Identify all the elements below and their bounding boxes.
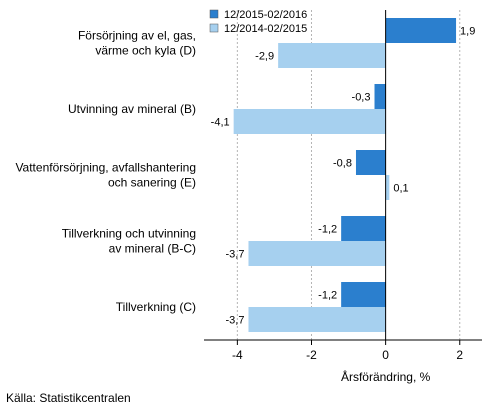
legend-label: 12/2015-02/2016 bbox=[224, 9, 307, 21]
x-tick-label: 0 bbox=[382, 348, 389, 362]
bar-series-2 bbox=[385, 175, 390, 200]
bar-series-1 bbox=[341, 216, 386, 241]
bar-series-1 bbox=[385, 18, 457, 43]
category-label: Tillverkning och utvinning bbox=[62, 227, 196, 241]
bar-series-1 bbox=[374, 84, 386, 109]
bar-series-1 bbox=[355, 150, 386, 175]
data-label: -0,8 bbox=[333, 158, 352, 170]
legend-swatch bbox=[209, 23, 219, 33]
category-labels: Försörjning av el, gas,värme och kyla (D… bbox=[15, 29, 196, 315]
bar-series-2 bbox=[248, 241, 386, 266]
bars: 1,9 -2,9 -0,3 -4,1 -0,8 0,1 -1,2 -3,7 -1,2 -3,7 bbox=[211, 18, 475, 332]
data-label: -1,2 bbox=[318, 224, 337, 236]
category-label: av mineral (B-C) bbox=[109, 242, 196, 256]
bar-series-1 bbox=[341, 282, 386, 307]
data-label: -3,7 bbox=[226, 249, 245, 261]
category-label: Försörjning av el, gas, bbox=[78, 29, 196, 43]
gridlines bbox=[236, 10, 461, 340]
x-tick-label: -4 bbox=[232, 348, 243, 362]
data-label: 0,1 bbox=[393, 183, 408, 195]
category-label: Utvinning av mineral (B) bbox=[68, 102, 196, 116]
data-label: -0,3 bbox=[352, 92, 371, 104]
bar-series-2 bbox=[233, 109, 386, 134]
category-label: och sanering (E) bbox=[108, 176, 196, 190]
data-label: -1,2 bbox=[318, 290, 337, 302]
x-tick-label: -2 bbox=[306, 348, 317, 362]
x-tick-label: 2 bbox=[456, 348, 463, 362]
data-label: -2,9 bbox=[255, 51, 274, 63]
x-axis: -4 -2 0 2 Årsförändring, % bbox=[204, 339, 482, 384]
data-label: -4,1 bbox=[211, 117, 230, 129]
bar-series-2 bbox=[248, 307, 386, 332]
data-label: 1,9 bbox=[460, 26, 475, 38]
legend-swatch bbox=[209, 9, 219, 19]
category-label: värme och kyla (D) bbox=[95, 44, 196, 58]
data-label: -3,7 bbox=[226, 315, 245, 327]
legend-label: 12/2014-02/2015 bbox=[224, 23, 307, 35]
source-note: Källa: Statistikcentralen bbox=[6, 391, 131, 405]
bar-series-2 bbox=[278, 43, 386, 68]
category-label: Tillverkning (C) bbox=[116, 300, 196, 314]
x-axis-title: Årsförändring, % bbox=[341, 369, 431, 384]
category-label: Vattenförsörjning, avfallshantering bbox=[15, 161, 196, 175]
legend: 12/2015-02/2016 12/2014-02/2015 bbox=[209, 9, 307, 35]
bar-chart: 1,9 -2,9 -0,3 -4,1 -0,8 0,1 -1,2 -3,7 -1,2 -3,7 -… bbox=[15, 9, 482, 384]
